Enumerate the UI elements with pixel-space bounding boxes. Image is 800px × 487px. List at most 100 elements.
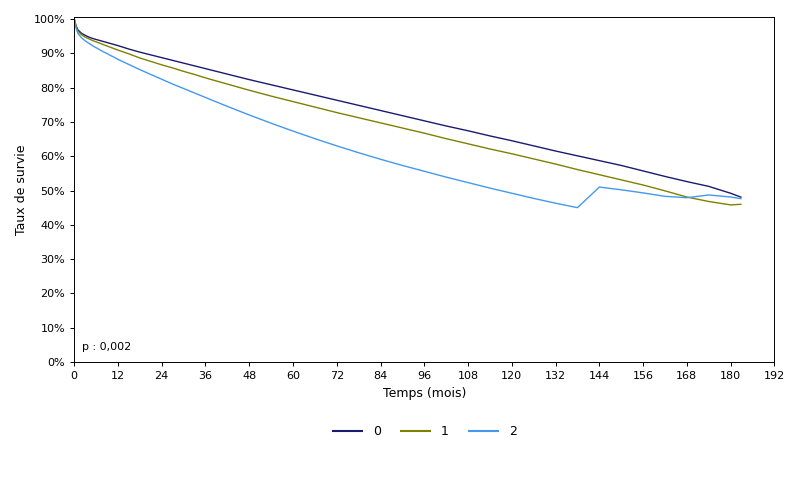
2 xyxy=(704,192,714,198)
1 xyxy=(70,16,79,22)
0 xyxy=(310,92,320,98)
1 xyxy=(442,136,451,142)
2 xyxy=(190,90,199,96)
1 xyxy=(124,51,134,57)
0 xyxy=(80,33,90,38)
1 xyxy=(84,36,94,42)
2 xyxy=(106,53,115,58)
1 xyxy=(135,55,145,61)
Legend: 0, 1, 2: 0, 1, 2 xyxy=(326,420,522,443)
0 xyxy=(288,87,298,93)
2 xyxy=(463,180,473,186)
0 xyxy=(245,76,254,82)
0 xyxy=(84,34,94,40)
2 xyxy=(95,47,105,53)
1 xyxy=(168,65,178,71)
1 xyxy=(222,81,232,87)
2 xyxy=(288,128,298,134)
1 xyxy=(704,199,714,205)
2 xyxy=(73,30,82,36)
2 xyxy=(245,112,254,118)
2 xyxy=(485,185,494,191)
2 xyxy=(529,195,538,201)
0 xyxy=(737,194,746,200)
0 xyxy=(73,27,82,33)
0 xyxy=(354,102,363,108)
1 xyxy=(550,161,560,167)
1 xyxy=(157,62,166,68)
0 xyxy=(71,23,81,29)
2 xyxy=(168,81,178,87)
2 xyxy=(726,194,735,200)
2 xyxy=(91,45,101,51)
0 xyxy=(419,118,429,124)
2 xyxy=(332,143,342,149)
2 xyxy=(617,187,626,193)
1 xyxy=(201,75,210,81)
0 xyxy=(135,49,145,55)
0 xyxy=(88,36,98,41)
2 xyxy=(419,169,429,174)
0 xyxy=(98,38,108,44)
2 xyxy=(179,86,189,92)
0 xyxy=(463,128,473,134)
1 xyxy=(146,58,155,64)
0 xyxy=(157,55,166,60)
1 xyxy=(660,188,670,194)
0 xyxy=(190,63,199,69)
2 xyxy=(201,94,210,100)
1 xyxy=(245,87,254,93)
2 xyxy=(88,43,98,49)
2 xyxy=(80,38,90,44)
1 xyxy=(594,172,604,178)
1 xyxy=(726,202,735,208)
0 xyxy=(398,112,407,118)
2 xyxy=(507,190,517,196)
0 xyxy=(660,173,670,179)
1 xyxy=(98,42,108,48)
Text: p : 0,002: p : 0,002 xyxy=(82,342,130,352)
1 xyxy=(682,194,692,200)
0 xyxy=(266,82,276,88)
0 xyxy=(179,60,189,66)
0 xyxy=(201,66,210,72)
1 xyxy=(179,69,189,75)
2 xyxy=(222,103,232,109)
1 xyxy=(110,46,119,52)
2 xyxy=(550,200,560,206)
0 xyxy=(332,97,342,103)
1 xyxy=(80,34,90,40)
1 xyxy=(190,72,199,77)
0 xyxy=(573,153,582,159)
0 xyxy=(704,184,714,189)
2 xyxy=(157,76,166,82)
2 xyxy=(146,72,155,77)
0 xyxy=(594,158,604,164)
0 xyxy=(442,123,451,129)
0 xyxy=(550,148,560,154)
2 xyxy=(113,56,122,62)
0 xyxy=(376,108,386,113)
0 xyxy=(617,163,626,169)
2 xyxy=(124,61,134,67)
2 xyxy=(573,205,582,210)
2 xyxy=(737,196,746,202)
2 xyxy=(660,193,670,199)
Line: 0: 0 xyxy=(74,19,742,197)
2 xyxy=(354,150,363,156)
1 xyxy=(95,40,105,46)
1 xyxy=(332,110,342,115)
0 xyxy=(77,30,86,36)
1 xyxy=(91,39,101,45)
2 xyxy=(70,16,79,22)
0 xyxy=(102,39,112,45)
Line: 1: 1 xyxy=(74,19,742,205)
0 xyxy=(113,43,122,49)
2 xyxy=(594,184,604,190)
1 xyxy=(310,104,320,110)
0 xyxy=(485,133,494,139)
2 xyxy=(135,67,145,73)
2 xyxy=(376,156,386,162)
Line: 2: 2 xyxy=(74,19,742,207)
0 xyxy=(529,143,538,149)
